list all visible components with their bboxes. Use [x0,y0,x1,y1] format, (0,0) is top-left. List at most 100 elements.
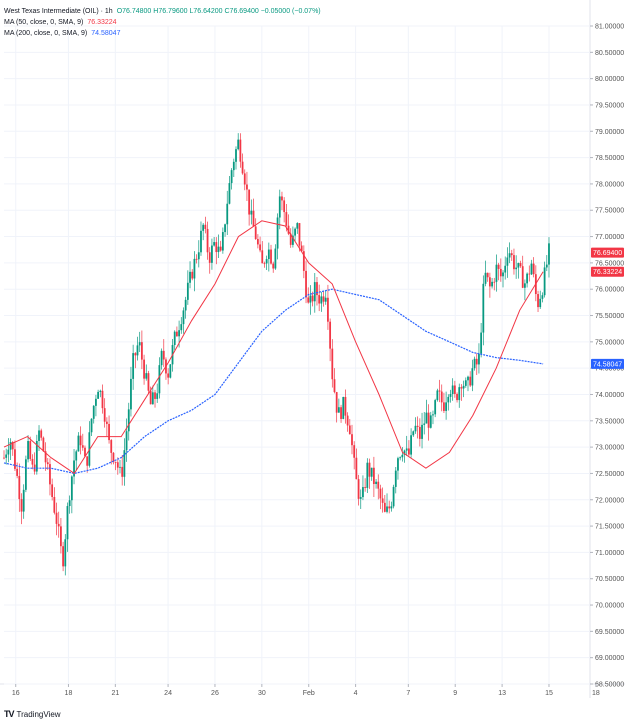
candle-body [526,273,528,284]
legend-ohlc: O76.74800 H76.79600 L76.64200 C76.69400 … [116,8,321,15]
candle-body [143,359,145,379]
y-tick-label: 79.50000 [595,102,624,109]
candle-body [252,210,255,227]
candle-body [189,271,191,283]
candle-body [235,149,237,162]
candle-body [237,139,240,150]
candle-body [206,228,209,253]
x-tick-label: 30 [258,690,266,697]
candle-body [140,342,143,360]
candle-body [20,499,23,512]
candle-body [357,479,360,499]
ma200-line [3,288,544,475]
candle-body [351,434,353,446]
candle-body [421,424,423,439]
candle-body [213,242,216,246]
candle-body [250,210,253,215]
last-price-tag-label: 76.69400 [593,250,622,257]
candle-body [99,390,102,392]
candle-body [440,391,443,403]
candle-body [302,251,305,271]
candle-body [261,250,264,264]
candle-body [340,407,342,419]
x-tick-label: 16 [12,690,20,697]
candle-body [329,321,332,349]
candle-body [51,484,54,497]
y-tick-label: 75.50000 [595,313,624,320]
y-tick-label: 69.00000 [595,655,624,662]
candle-body [241,161,244,174]
candle-body [103,408,106,422]
candle-body [263,263,266,265]
candle-body [300,245,303,252]
candle-body [342,396,345,419]
candle-body [432,414,434,416]
legend-ma50-label: MA (50, close, 0, SMA, 9) [4,19,84,26]
ma200-price-tag-label: 74.58047 [593,361,622,368]
y-tick-label: 70.00000 [595,603,624,610]
y-tick-label: 79.00000 [595,129,624,136]
candle-body [62,546,64,567]
candle-body [460,387,463,389]
candle-body [383,502,386,512]
price-axis[interactable]: 81.00000 80.50000 80.00000 79.50000 79.00000… [590,24,624,689]
candle-body [154,392,156,399]
candle-body [353,445,356,458]
legend-ma200-row[interactable]: MA (200, close, 0, SMA, 9) 74.58047 [4,28,321,39]
candle-body [95,398,97,406]
candle-body [158,365,161,394]
y-tick-label: 81.00000 [595,24,624,31]
candle-body [191,271,194,279]
candle-body [480,332,483,354]
candle-body [541,295,544,299]
candle-body [178,330,180,337]
y-tick-label: 76.00000 [595,287,624,294]
candle-body [537,294,539,308]
candle-body [434,400,437,415]
candle-body [101,390,104,409]
candle-body [215,242,218,253]
candle-body [281,196,283,201]
candle-body [211,245,213,263]
candle-body [392,486,395,507]
candle-body [423,423,426,425]
candle-body [121,466,124,477]
candle-body [486,272,489,278]
candle-body [408,448,410,455]
candle-body [66,506,69,540]
candle-body [246,184,248,190]
candle-body [491,281,493,287]
candle-body [160,350,163,366]
candle-body [3,457,5,459]
chart-grid [0,0,625,698]
candle-body [488,277,491,287]
candle-body [484,272,487,284]
candle-body [173,331,176,346]
y-tick-label: 73.00000 [595,445,624,452]
time-axis[interactable]: 16 18 21 24 26 30 Feb 4 7 9 13 15 18 [12,684,600,697]
tradingview-logo[interactable]: TV TradingView [4,709,61,719]
candle-body [447,396,450,403]
candle-body [403,450,406,455]
candle-body [412,431,415,436]
candle-body [119,466,121,468]
candle-body [230,170,233,184]
candle-body [182,310,185,325]
legend-ma50-row[interactable]: MA (50, close, 0, SMA, 9) 76.33224 [4,17,321,28]
candle-body [202,224,205,231]
candle-body [31,458,34,465]
candle-body [11,442,14,450]
candle-body [471,368,474,386]
candle-body [309,295,312,303]
candle-body [443,402,445,411]
candle-body [134,353,137,356]
candle-body [359,497,362,499]
legend-symbol-row[interactable]: West Texas Intermediate (OIL) · 1h O76.7… [4,6,321,17]
candle-body [97,391,100,399]
candle-body [9,442,12,450]
last-price-tag-box [591,247,624,258]
candle-body [379,488,382,499]
candle-body [366,462,369,488]
candle-body [335,392,338,413]
